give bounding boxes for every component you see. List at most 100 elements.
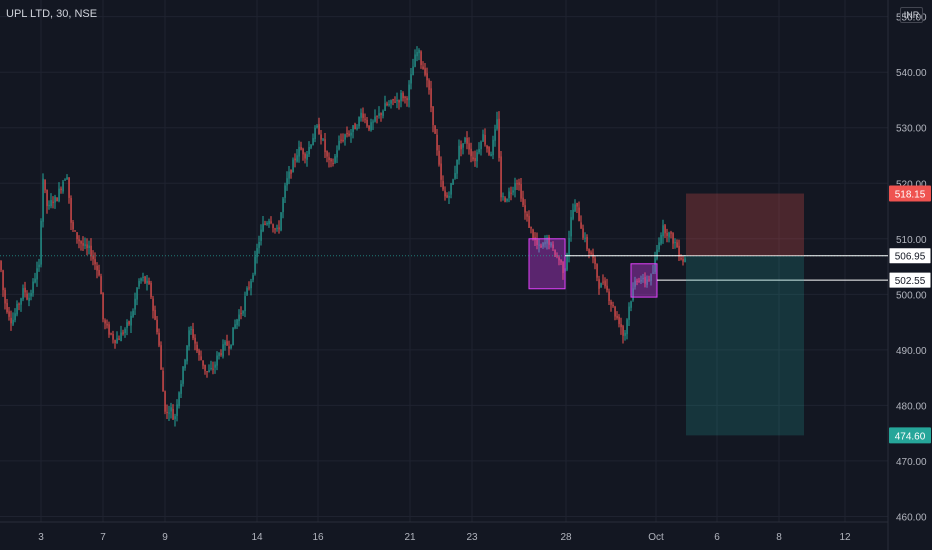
- candle-body: [18, 303, 20, 305]
- candle-body: [424, 68, 426, 75]
- candle-body: [364, 118, 366, 120]
- candle-body: [298, 146, 300, 157]
- candle-body: [678, 245, 680, 257]
- candle-body: [552, 244, 554, 249]
- candle-body: [536, 239, 538, 246]
- candle-body: [478, 149, 480, 153]
- candle-body: [542, 242, 544, 247]
- candle-body: [336, 150, 338, 158]
- candle-body: [208, 370, 210, 372]
- candle-body: [308, 147, 310, 155]
- candle-body: [498, 118, 500, 158]
- candle-body: [28, 297, 30, 302]
- candle-body: [682, 258, 684, 262]
- candle-body: [30, 293, 32, 297]
- candle-body: [2, 270, 4, 291]
- candle-body: [398, 100, 400, 103]
- candle-body: [20, 298, 22, 305]
- y-tick-label: 550.00: [896, 13, 927, 24]
- candle-body: [182, 366, 184, 384]
- candle-body: [518, 182, 520, 185]
- y-tick-label: 460.00: [896, 512, 927, 523]
- candle-body: [102, 292, 104, 320]
- candle-body: [532, 229, 534, 239]
- zone-2[interactable]: [630, 263, 658, 298]
- candle-body: [130, 315, 132, 326]
- candle-body: [666, 233, 668, 236]
- candle-body: [44, 179, 46, 191]
- candle-body: [586, 236, 588, 249]
- price-label-text: 474.60: [895, 431, 926, 442]
- candle-body: [124, 329, 126, 333]
- candle-body: [602, 281, 604, 283]
- candle-body: [316, 125, 318, 128]
- candle-body: [654, 258, 656, 272]
- candle-body: [652, 272, 654, 274]
- candle-body: [394, 101, 396, 103]
- candle-body: [514, 183, 516, 191]
- candle-body: [38, 264, 40, 267]
- candle-body: [98, 269, 100, 276]
- candle-body: [476, 152, 478, 162]
- candle-body: [630, 301, 632, 308]
- x-tick-label: Oct: [648, 532, 664, 543]
- zone-1[interactable]: [528, 238, 566, 290]
- candle-body: [390, 100, 392, 104]
- candle-body: [152, 298, 154, 311]
- candle-body: [252, 275, 254, 280]
- take-profit-zone[interactable]: [686, 255, 804, 436]
- candle-body: [292, 159, 294, 173]
- candle-body: [620, 324, 622, 328]
- y-tick-label: 510.00: [896, 235, 927, 246]
- candle-body: [370, 122, 372, 131]
- candle-body: [250, 281, 252, 289]
- candle-body: [160, 345, 162, 370]
- candle-body: [384, 103, 386, 111]
- candle-body: [34, 278, 36, 283]
- candle-body: [588, 248, 590, 254]
- candle-body: [516, 183, 518, 185]
- candle-body: [232, 327, 234, 346]
- candle-body: [22, 288, 24, 300]
- currency-button[interactable]: INR: [900, 7, 923, 23]
- price-label-text: 518.15: [895, 190, 926, 201]
- candle-body: [378, 113, 380, 116]
- candle-body: [600, 283, 602, 288]
- candle-body: [360, 112, 362, 118]
- candle-body: [340, 139, 342, 141]
- candle-body: [116, 338, 118, 344]
- candle-body: [198, 350, 200, 356]
- candle-body: [458, 145, 460, 161]
- stop-loss-zone[interactable]: [686, 193, 804, 256]
- candle-body: [286, 178, 288, 186]
- candle-body: [240, 313, 242, 315]
- candle-body: [674, 242, 676, 244]
- candle-body: [642, 277, 644, 279]
- candle-body: [310, 144, 312, 148]
- candle-body: [344, 134, 346, 140]
- candle-body: [80, 241, 82, 244]
- candle-body: [236, 319, 238, 326]
- candle-body: [572, 209, 574, 219]
- candle-body: [158, 332, 160, 346]
- candle-body: [306, 154, 308, 160]
- candle-body: [294, 158, 296, 161]
- candle-body: [350, 132, 352, 136]
- candle-body: [418, 50, 420, 54]
- candle-body: [604, 280, 606, 287]
- candle-body: [352, 125, 354, 132]
- candle-body: [348, 133, 350, 136]
- candle-body: [494, 129, 496, 141]
- candle-body: [10, 317, 12, 324]
- candle-body: [204, 364, 206, 371]
- candle-body: [388, 104, 390, 106]
- candle-body: [218, 352, 220, 357]
- y-tick-label: 470.00: [896, 457, 927, 468]
- x-tick-label: 28: [560, 532, 572, 543]
- candle-body: [346, 132, 348, 135]
- y-tick-label: 540.00: [896, 68, 927, 79]
- candle-body: [612, 304, 614, 307]
- candle-body: [582, 228, 584, 238]
- candle-body: [260, 229, 262, 241]
